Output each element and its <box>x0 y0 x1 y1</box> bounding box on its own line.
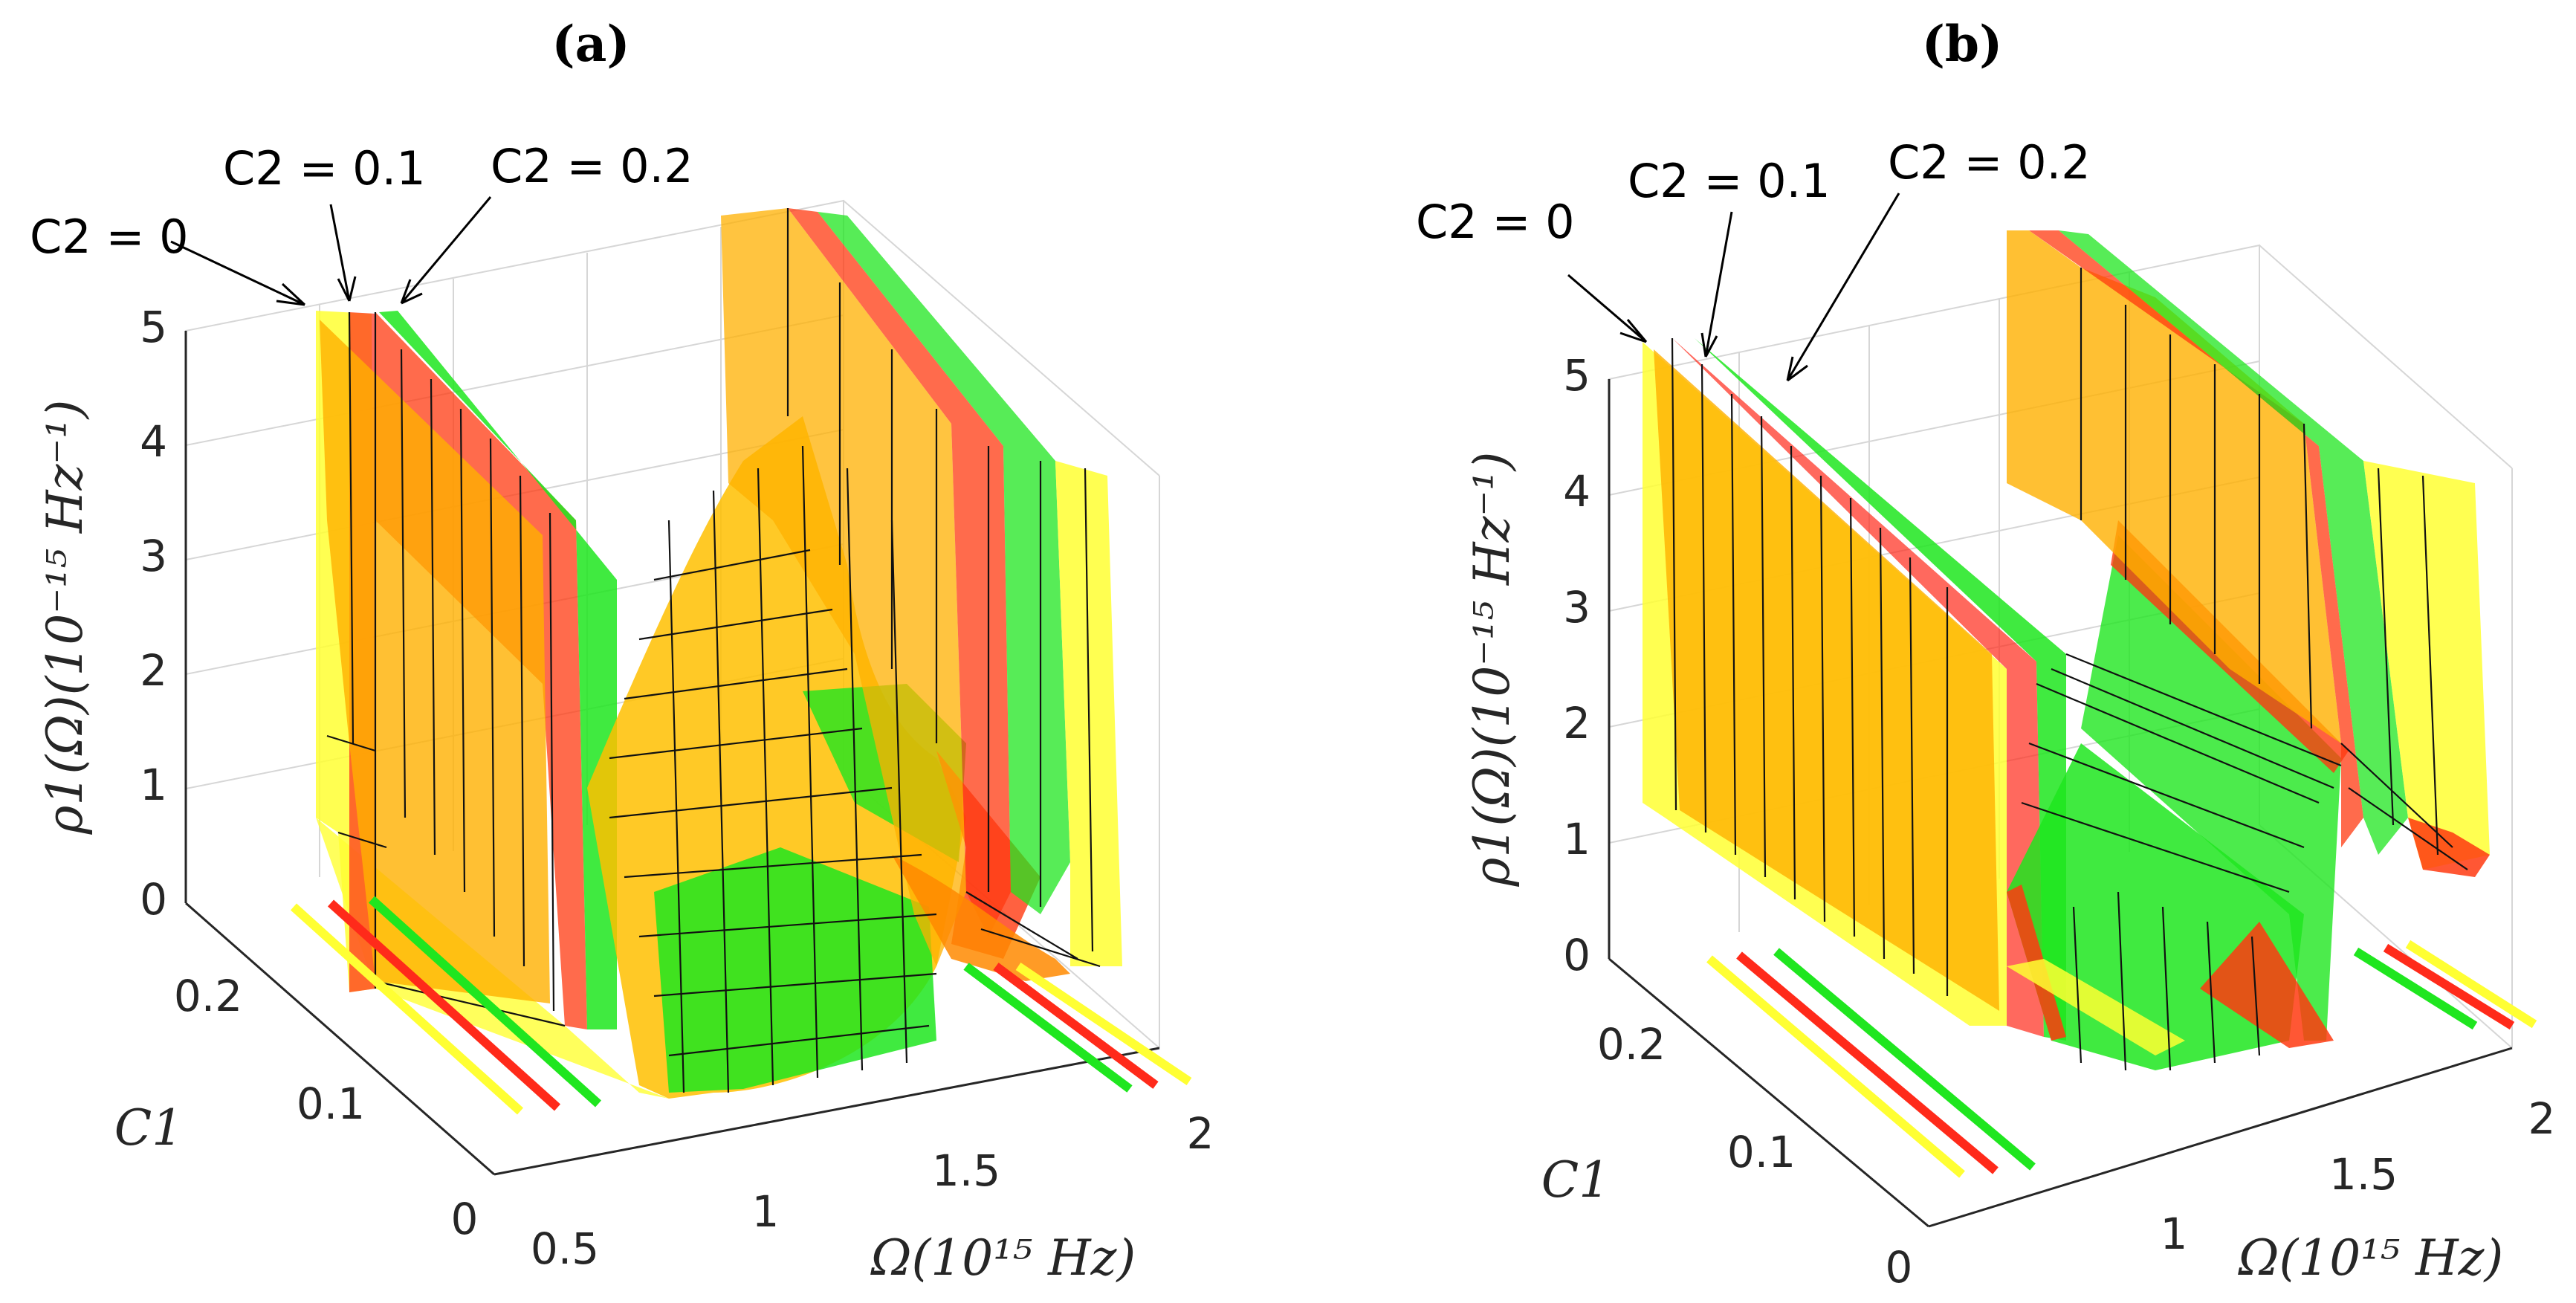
z-tick: 1 <box>1563 814 1590 864</box>
panel-a-ylabel: ρ1(Ω)(10⁻¹⁵ Hz⁻¹) <box>36 400 94 835</box>
panel-b-c1-ticks: 0 0.1 0.2 <box>1597 1019 1913 1293</box>
panel-a-surface-body <box>320 208 1122 1099</box>
panel-b-ylabel: ρ1(Ω)(10⁻¹⁵ Hz⁻¹) <box>1463 452 1521 887</box>
arrow-icon <box>1786 193 1900 382</box>
annotation-c2-0: C2 = 0 <box>30 210 189 264</box>
panel-a-annotations: C2 = 0 C2 = 0.1 C2 = 0.2 <box>30 139 693 306</box>
panel-b-omega-axis <box>1928 1047 2513 1228</box>
panel-a-xlabel: Ω(10¹⁵ Hz) <box>870 1229 1136 1287</box>
annotation-c2-01: C2 = 0.1 <box>223 141 426 195</box>
panel-b-z-ticks: 0 1 2 3 4 5 <box>1563 350 1590 980</box>
annotation-c2-02: C2 = 0.2 <box>1888 135 2091 190</box>
arrow-icon <box>400 196 492 305</box>
panel-b-xlabel: Ω(10¹⁵ Hz) <box>2238 1229 2503 1287</box>
arrow-icon <box>1567 274 1648 343</box>
z-tick: 1 <box>140 760 167 810</box>
arrow-icon <box>329 204 357 302</box>
c1-tick: 0 <box>451 1194 479 1244</box>
panel-a-surface-c2-02 <box>379 311 617 1029</box>
annotation-c2-01: C2 = 0.1 <box>1628 154 1831 208</box>
omega-tick: 1 <box>2161 1209 2188 1259</box>
panel-b-clabel: C1 <box>1541 1151 1611 1209</box>
annotation-c2-0: C2 = 0 <box>1416 195 1575 249</box>
c1-tick: 0.1 <box>1727 1127 1796 1177</box>
omega-tick: 1 <box>752 1186 780 1237</box>
panel-b-surface-body <box>1654 230 2490 1070</box>
panel-b: (b) <box>1416 15 2555 1293</box>
panel-b-mesh <box>1671 268 2468 1071</box>
panel-a-clabel: C1 <box>114 1099 184 1157</box>
z-tick: 3 <box>1563 582 1590 633</box>
omega-tick: 1.5 <box>932 1145 1000 1196</box>
z-tick: 5 <box>1563 350 1590 401</box>
omega-tick: 0.5 <box>531 1223 599 1274</box>
panel-b-annotations: C2 = 0 C2 = 0.1 C2 = 0.2 <box>1416 135 2091 382</box>
panel-a-mesh <box>326 208 1101 1093</box>
omega-tick: 2 <box>1187 1108 1214 1159</box>
c1-tick: 0.2 <box>174 971 242 1021</box>
panel-a-omega-axis <box>493 1047 1160 1176</box>
z-tick: 0 <box>140 874 167 925</box>
panel-a-omega-ticks: 0.5 1 1.5 2 <box>531 1108 1214 1274</box>
panel-a-title: (a) <box>551 15 630 73</box>
z-tick: 2 <box>140 645 167 696</box>
z-tick: 2 <box>1563 698 1590 749</box>
panel-a-c1-ticks: 0 0.1 0.2 <box>174 971 479 1244</box>
panel-b-surface-c2-01 <box>1672 338 2044 1037</box>
panel-b-c1-axis <box>1608 957 1929 1228</box>
z-tick: 3 <box>140 531 167 581</box>
z-tick: 4 <box>140 416 167 467</box>
panel-b-omega-ticks: 1 1.5 2 <box>2161 1093 2556 1259</box>
panel-b-title: (b) <box>1922 15 2003 73</box>
c1-tick: 0 <box>1886 1242 1913 1293</box>
c1-tick: 0.2 <box>1597 1019 1666 1070</box>
panel-b-projection-lines <box>1706 940 2537 1178</box>
z-tick: 5 <box>140 302 167 352</box>
z-tick: 0 <box>1563 930 1590 980</box>
c1-tick: 0.1 <box>297 1079 365 1129</box>
panel-a-c1-axis <box>185 902 495 1176</box>
z-tick: 4 <box>1563 466 1590 517</box>
omega-tick: 1.5 <box>2329 1149 2398 1200</box>
panel-a: (a) <box>30 15 1214 1287</box>
arrow-icon <box>170 240 306 306</box>
annotation-c2-02: C2 = 0.2 <box>491 139 693 193</box>
panel-a-z-ticks: 0 1 2 3 4 5 <box>140 302 167 925</box>
omega-tick: 2 <box>2528 1093 2556 1144</box>
arrow-icon <box>1700 211 1733 358</box>
panel-a-projection-lines <box>290 896 1192 1115</box>
